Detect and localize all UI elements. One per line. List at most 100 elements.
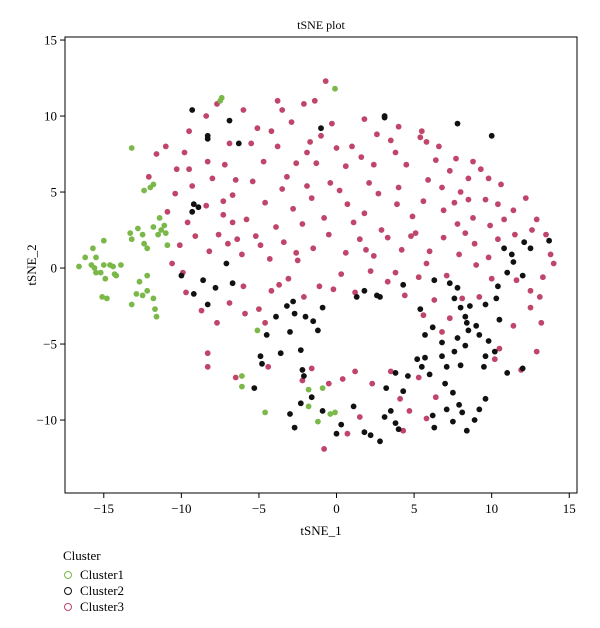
cluster1-point [144,287,151,294]
cluster3-point [522,195,529,202]
cluster2-point [400,281,407,288]
cluster3-point [181,149,188,156]
cluster3-point [325,380,332,387]
cluster2-point [473,322,480,329]
cluster3-point [260,158,267,165]
cluster3-point [470,158,476,165]
legend-item-cluster2: Cluster2 [63,583,124,599]
cluster1-point [139,292,146,299]
cluster2-point [482,395,489,402]
cluster2-point [546,237,552,244]
cluster2-point [263,332,270,338]
cluster2-point [501,245,507,252]
cluster3-point [423,139,430,145]
cluster3-point [498,181,504,188]
cluster3-point [369,380,376,387]
cluster2-point [527,245,534,252]
cluster2-point [462,313,469,320]
cluster3-point [395,184,402,191]
cluster3-point [311,97,318,104]
cluster3-point [240,283,247,290]
cluster3-point [356,414,363,420]
cluster3-point [164,208,171,215]
cluster2-point [465,327,472,334]
cluster3-point [220,198,227,205]
cluster3-point [279,107,286,113]
cluster2-point [488,132,495,139]
cluster2-point [417,306,424,312]
cluster2-point [439,339,445,346]
cluster3-point [322,78,329,84]
cluster3-point [361,210,368,217]
cluster2-point [429,324,436,331]
cluster3-point [301,294,307,300]
cluster1-point [97,269,104,276]
cluster3-point [333,145,340,151]
y-axis: −10 −5 0 5 10 15 [37,33,65,428]
cluster2-point [381,114,388,121]
cluster2-point [481,363,487,370]
cluster3-point [226,300,233,306]
cluster3-point [352,368,358,375]
cluster3-point [186,128,193,135]
cluster2-point [476,332,483,338]
cluster3-point [204,350,211,357]
cluster3-point [249,178,256,185]
cluster3-point [198,307,205,314]
cluster3-point [443,272,450,279]
cluster2-point [450,418,456,425]
cluster3-point [394,201,400,208]
cluster2-point [377,294,383,300]
cluster2-point [229,280,236,287]
cluster1-point [113,272,120,279]
legend-swatch [64,587,72,595]
cluster2-point [450,389,456,396]
cluster3-point [392,149,399,156]
cluster3-point [471,240,478,247]
cluster3-point [344,430,351,437]
cluster2-point [463,319,470,326]
cluster3-point [477,166,484,173]
cluster3-point [284,173,290,180]
cluster3-point [366,180,372,186]
cluster3-point [358,154,365,161]
cluster2-point [418,363,425,370]
cluster3-point [220,211,227,218]
cluster3-point [186,166,193,173]
legend-item-cluster1: Cluster1 [63,567,124,583]
cluster3-point [169,260,176,267]
cluster3-point [288,119,295,125]
legend-title: Cluster [63,548,101,563]
cluster1-point [158,227,165,233]
cluster2-point [457,304,464,311]
cluster2-point [504,269,511,276]
cluster3-point [294,257,301,264]
cluster3-point [265,363,272,370]
cluster3-point [273,224,279,230]
cluster2-point [257,353,264,360]
cluster2-point [200,277,207,284]
cluster3-point [203,113,210,119]
cluster2-point [451,348,458,355]
cluster3-point [234,236,241,243]
cluster3-point [304,183,310,189]
cluster3-point [527,287,534,294]
cluster1-point [150,181,157,188]
cluster3-point [538,319,545,326]
cluster3-point [426,248,433,255]
cluster3-point [473,262,480,268]
cluster2-point [297,400,304,407]
cluster1-point [76,263,82,270]
cluster1-point [156,215,163,221]
cluster3-point [375,190,382,197]
cluster3-point [209,175,216,182]
cluster1-point [162,230,169,237]
cluster3-point [239,251,245,258]
cluster3-point [308,195,315,202]
cluster3-point [384,234,391,241]
cluster2-point [459,409,466,416]
cluster2-point [471,417,478,423]
cluster2-point [519,365,526,372]
cluster2-point [189,107,196,113]
cluster2-point [496,316,503,323]
